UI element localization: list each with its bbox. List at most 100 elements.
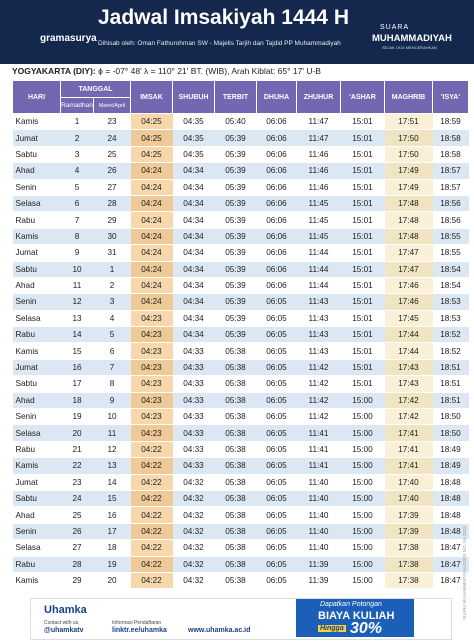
date-cell: 11 <box>60 277 94 295</box>
date-cell: 24 <box>60 490 94 508</box>
date-cell: 1 <box>93 261 131 278</box>
date-cell: 3 <box>60 146 94 164</box>
date-cell: 1 <box>60 113 94 131</box>
time-cell: 17:42 <box>384 392 433 410</box>
time-cell: 04:22 <box>130 457 173 475</box>
date-cell: 25 <box>93 146 131 164</box>
day-cell: Senin <box>12 408 61 426</box>
time-cell: 17:47 <box>384 261 433 278</box>
table-row: Jumat 2 24 04:25 04:35 05:39 06:06 11:47 15:01 17… <box>12 129 469 147</box>
time-cell: 04:24 <box>130 261 173 278</box>
table-row: Ahad 4 26 04:24 04:34 05:39 06:06 11:46 15:01 17:… <box>12 162 469 180</box>
time-cell: 05:39 <box>214 129 257 147</box>
time-cell: 11:42 <box>296 392 341 410</box>
table-row: Ahad 25 16 04:22 04:32 05:38 06:05 11:40 15:00 17… <box>12 506 469 524</box>
time-cell: 18:56 <box>432 211 469 229</box>
day-cell: Sabtu <box>12 375 61 393</box>
promo-main: BIAYA KULIAH <box>318 610 395 622</box>
time-cell: 04:34 <box>172 179 215 196</box>
time-cell: 17:41 <box>384 424 433 442</box>
day-cell: Kamis <box>12 113 61 131</box>
time-cell: 06:06 <box>256 113 297 131</box>
time-cell: 06:06 <box>256 179 297 196</box>
time-cell: 06:05 <box>256 342 297 360</box>
time-cell: 04:34 <box>172 228 215 246</box>
time-cell: 04:22 <box>130 506 173 524</box>
table-row: Kamis 15 6 04:23 04:33 05:38 06:05 11:43 15:01 17… <box>12 342 469 360</box>
day-cell: Kamis <box>12 342 61 360</box>
time-cell: 18:58 <box>432 146 469 164</box>
time-cell: 04:23 <box>130 424 173 442</box>
header-cell: SHUBUH <box>172 80 215 114</box>
time-cell: 04:24 <box>130 195 173 213</box>
day-cell: Selasa <box>12 539 61 557</box>
time-cell: 04:35 <box>172 146 215 164</box>
date-cell: 24 <box>93 129 131 147</box>
time-cell: 15:01 <box>340 179 385 196</box>
time-cell: 05:38 <box>214 424 257 442</box>
date-cell: 5 <box>60 179 94 196</box>
day-cell: Sabtu <box>12 490 61 508</box>
time-cell: 04:22 <box>130 539 173 557</box>
time-cell: 18:48 <box>432 523 469 541</box>
time-cell: 18:56 <box>432 195 469 213</box>
date-cell: 8 <box>93 375 131 393</box>
date-cell: 18 <box>60 392 94 410</box>
time-cell: 17:46 <box>384 277 433 295</box>
time-cell: 04:22 <box>130 523 173 541</box>
day-cell: Sabtu <box>12 146 61 164</box>
time-cell: 18:53 <box>432 310 469 328</box>
time-cell: 04:25 <box>130 146 173 164</box>
time-cell: 11:46 <box>296 179 341 196</box>
time-cell: 05:38 <box>214 490 257 508</box>
time-cell: 05:38 <box>214 474 257 491</box>
time-cell: 04:24 <box>130 211 173 229</box>
date-cell: 15 <box>93 490 131 508</box>
time-cell: 06:06 <box>256 146 297 164</box>
promo-box <box>296 599 414 637</box>
time-cell: 15:01 <box>340 359 385 377</box>
time-cell: 15:00 <box>340 441 385 459</box>
time-cell: 15:00 <box>340 474 385 491</box>
contact: @uhamkatv <box>44 627 84 634</box>
time-cell: 17:39 <box>384 523 433 541</box>
day-cell: Selasa <box>12 424 61 442</box>
city: YOGYAKARTA (DIY): <box>12 66 96 76</box>
time-cell: 18:48 <box>432 474 469 491</box>
header-cell: 'ASHAR <box>340 80 385 114</box>
time-cell: 17:41 <box>384 441 433 459</box>
time-cell: 15:01 <box>340 326 385 344</box>
day-cell: Rabu <box>12 326 61 344</box>
table-row: Senin 12 3 04:24 04:34 05:39 06:05 11:43 15:01 17… <box>12 293 469 311</box>
date-cell: 7 <box>60 211 94 229</box>
time-cell: 04:32 <box>172 523 215 541</box>
time-cell: 04:25 <box>130 113 173 131</box>
table-row: Jumat 16 7 04:23 04:33 05:38 06:05 11:42 15:01 17… <box>12 359 469 377</box>
time-cell: 17:39 <box>384 506 433 524</box>
time-cell: 11:41 <box>296 441 341 459</box>
time-cell: 17:41 <box>384 457 433 475</box>
header-cell: Maret/April <box>93 97 131 114</box>
time-cell: 17:49 <box>384 162 433 180</box>
time-cell: 06:05 <box>256 441 297 459</box>
date-cell: 28 <box>93 195 131 213</box>
time-cell: 11:45 <box>296 211 341 229</box>
time-cell: 17:38 <box>384 539 433 557</box>
time-cell: 11:45 <box>296 195 341 213</box>
day-cell: Selasa <box>12 310 61 328</box>
time-cell: 15:00 <box>340 572 385 590</box>
location: YOGYAKARTA (DIY): ϕ = -07° 48' λ = 110° … <box>12 66 321 76</box>
time-cell: 11:43 <box>296 293 341 311</box>
time-cell: 18:57 <box>432 179 469 196</box>
publisher-logo: gramasurya <box>40 33 97 44</box>
date-cell: 27 <box>93 179 131 196</box>
time-cell: 11:47 <box>296 129 341 147</box>
table-row: Sabtu 10 1 04:24 04:34 05:39 06:06 11:44 15:01 17… <box>12 261 469 278</box>
date-cell: 10 <box>60 261 94 278</box>
time-cell: 04:34 <box>172 326 215 344</box>
time-cell: 11:44 <box>296 244 341 262</box>
time-cell: 18:54 <box>432 261 469 278</box>
time-cell: 05:39 <box>214 228 257 246</box>
day-cell: Ahad <box>12 162 61 180</box>
date-cell: 11 <box>93 424 131 442</box>
